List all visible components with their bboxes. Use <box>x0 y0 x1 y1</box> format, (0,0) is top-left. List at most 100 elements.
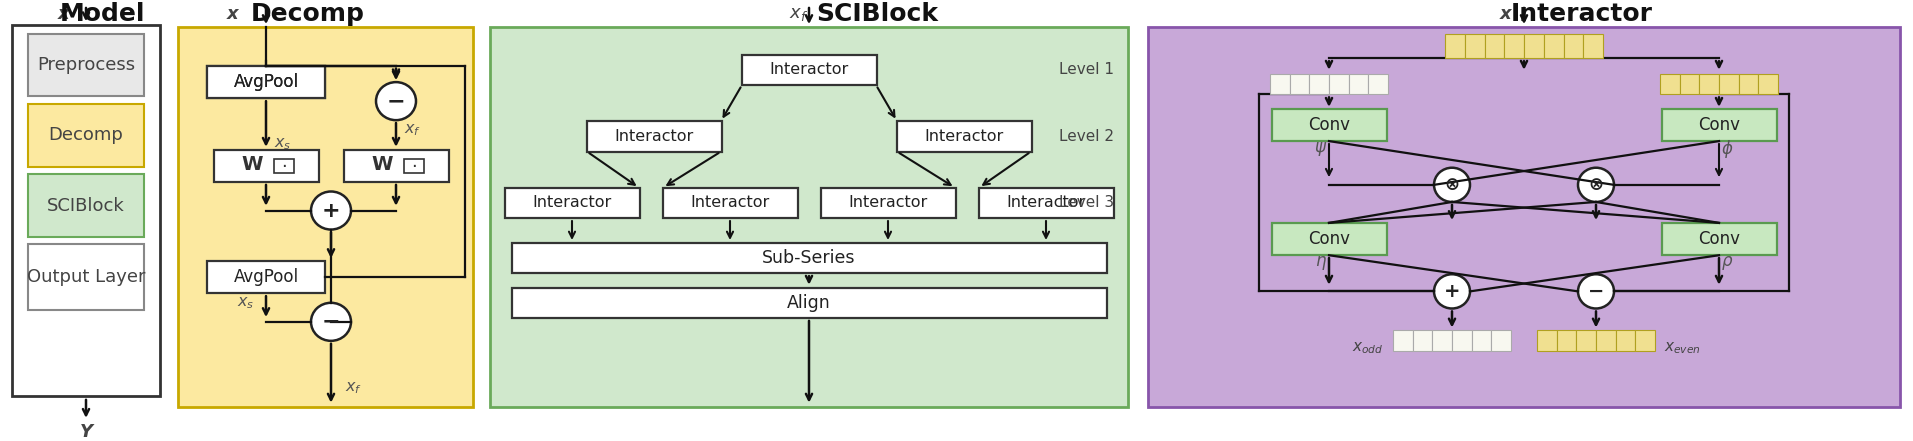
Text: Model: Model <box>59 2 145 26</box>
Text: AvgPool: AvgPool <box>233 268 298 286</box>
Text: $\rho$: $\rho$ <box>1722 254 1733 272</box>
Text: $\eta$: $\eta$ <box>1314 254 1328 272</box>
Text: Interactor: Interactor <box>532 195 612 210</box>
Bar <box>1758 74 1777 94</box>
Text: x: x <box>1500 5 1511 22</box>
Bar <box>662 188 798 218</box>
Bar <box>1471 330 1492 351</box>
Bar <box>207 261 325 293</box>
Text: AvgPool: AvgPool <box>233 73 298 91</box>
Text: Conv: Conv <box>1308 116 1351 134</box>
Text: Conv: Conv <box>1699 230 1741 248</box>
Bar <box>1270 74 1289 94</box>
Bar <box>1536 330 1557 351</box>
Text: $x_s$: $x_s$ <box>274 136 291 152</box>
Text: ⊗: ⊗ <box>1444 176 1460 194</box>
Text: $\bf{W}$: $\bf{W}$ <box>241 155 264 174</box>
Circle shape <box>312 303 350 341</box>
Bar <box>1330 74 1349 94</box>
Bar <box>1504 34 1525 58</box>
Text: Interactor: Interactor <box>924 129 1004 144</box>
Text: −: − <box>1588 282 1605 301</box>
Bar <box>1739 74 1758 94</box>
Text: AvgPool: AvgPool <box>233 73 298 91</box>
Bar <box>1662 109 1777 141</box>
Text: Decomp: Decomp <box>48 127 124 144</box>
Bar <box>511 243 1106 273</box>
Bar <box>1720 74 1739 94</box>
Bar <box>587 121 721 152</box>
Text: $\cdot$: $\cdot$ <box>411 156 417 174</box>
Bar <box>29 174 143 237</box>
Text: Y: Y <box>80 422 92 441</box>
Bar <box>979 188 1113 218</box>
Bar <box>1484 34 1504 58</box>
Text: $x_{even}$: $x_{even}$ <box>1664 340 1701 356</box>
Bar <box>1349 74 1368 94</box>
Text: Sub-Series: Sub-Series <box>761 249 855 267</box>
Bar <box>1616 330 1636 351</box>
Text: $\bf{W}$: $\bf{W}$ <box>371 155 394 174</box>
Text: Decomp: Decomp <box>251 2 365 26</box>
Text: ⊗: ⊗ <box>1588 176 1603 194</box>
Text: Interactor: Interactor <box>691 195 769 210</box>
Bar <box>11 25 161 396</box>
Text: $x_f$: $x_f$ <box>344 381 362 396</box>
Text: Interactor: Interactor <box>1511 2 1653 26</box>
Bar <box>1308 74 1330 94</box>
Bar <box>404 159 425 173</box>
Bar <box>1662 223 1777 255</box>
Text: +: + <box>321 201 341 220</box>
Circle shape <box>1578 168 1615 202</box>
Text: −: − <box>321 312 341 332</box>
Bar <box>1595 330 1616 351</box>
Circle shape <box>1578 274 1615 309</box>
Text: Level 3: Level 3 <box>1060 195 1113 210</box>
Bar <box>1525 34 1544 58</box>
Bar <box>490 27 1129 407</box>
Text: Output Layer: Output Layer <box>27 268 145 286</box>
Text: Interactor: Interactor <box>614 129 694 144</box>
Text: x: x <box>57 5 69 22</box>
Bar <box>1544 34 1563 58</box>
Text: $\psi$: $\psi$ <box>1314 140 1328 158</box>
Text: +: + <box>1444 282 1460 301</box>
Bar <box>29 34 143 97</box>
Text: $\cdot$: $\cdot$ <box>281 156 287 174</box>
Bar <box>1699 74 1720 94</box>
Bar <box>1680 74 1699 94</box>
Bar <box>1465 34 1484 58</box>
Bar <box>1444 34 1465 58</box>
Bar <box>821 188 955 218</box>
Bar <box>1452 330 1471 351</box>
Bar <box>214 149 318 182</box>
Text: x: x <box>228 5 239 22</box>
Text: SCIBlock: SCIBlock <box>817 2 937 26</box>
Bar <box>1636 330 1655 351</box>
Circle shape <box>312 191 350 230</box>
Bar <box>505 188 639 218</box>
Text: −: − <box>386 91 406 111</box>
Text: $x_{odd}$: $x_{odd}$ <box>1352 340 1383 356</box>
Bar <box>1393 330 1412 351</box>
Text: Interactor: Interactor <box>1006 195 1085 210</box>
Bar <box>178 27 473 407</box>
Text: $x_s$: $x_s$ <box>237 295 254 310</box>
Text: Level 2: Level 2 <box>1060 129 1113 144</box>
Bar <box>1289 74 1308 94</box>
Bar <box>1148 27 1900 407</box>
Bar <box>1557 330 1576 351</box>
Circle shape <box>1435 168 1469 202</box>
Bar <box>1492 330 1511 351</box>
Text: Align: Align <box>786 294 830 312</box>
Bar <box>207 66 325 98</box>
Text: $x_f$: $x_f$ <box>790 5 809 22</box>
Bar <box>1576 330 1595 351</box>
Bar <box>1433 330 1452 351</box>
Bar <box>897 121 1031 152</box>
Bar <box>1272 223 1387 255</box>
Bar <box>1584 34 1603 58</box>
Bar <box>1272 109 1387 141</box>
Bar <box>511 288 1106 318</box>
Bar <box>274 159 295 173</box>
